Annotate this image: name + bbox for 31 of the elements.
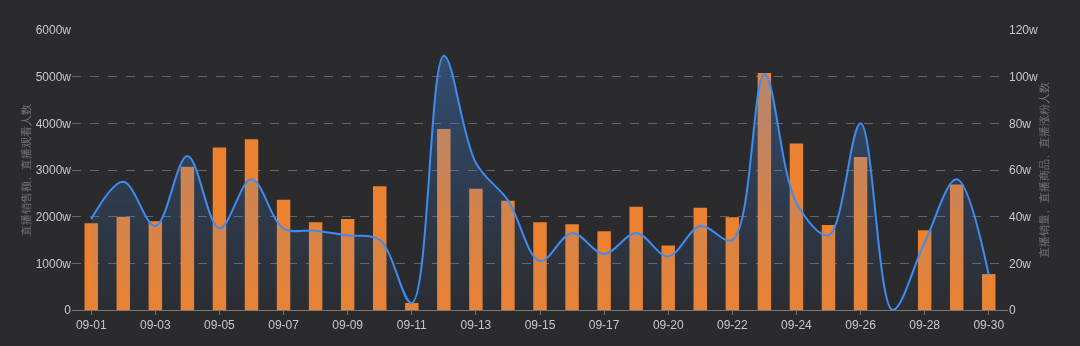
y2-tick-label: 40w (1009, 209, 1032, 224)
y-tick-label: 1000w (35, 256, 72, 271)
x-tick-label: 09-17 (588, 318, 620, 333)
y-tick-label: 6000w (35, 23, 72, 38)
y2-tick-label: 100w (1009, 69, 1039, 84)
y2-tick-label: 120w (1009, 23, 1039, 38)
x-tick-label: 09-28 (909, 318, 941, 333)
x-tick-label: 09-03 (139, 318, 172, 333)
x-tick-label: 09-09 (332, 318, 364, 333)
x-tick-label: 09-01 (75, 318, 107, 333)
y-axis-title: 直播销售额、直播观看人数 (20, 104, 33, 236)
x-tick-label: 09-20 (652, 318, 684, 333)
x-tick-label: 09-05 (204, 318, 236, 333)
y-tick-label: 0 (64, 303, 72, 318)
x-tick-label: 09-30 (973, 318, 1005, 333)
x-tick-label: 09-24 (781, 318, 813, 333)
y-tick-label: 5000w (35, 69, 72, 84)
x-tick-label: 09-13 (460, 318, 492, 333)
y-tick-label: 3000w (35, 163, 72, 178)
y2-tick-label: 60w (1009, 163, 1032, 178)
y2-tick-label: 0 (1009, 303, 1016, 318)
y2-tick-label: 80w (1009, 116, 1032, 131)
y2-axis-title: 直播销量、直播商品、直播涨粉人数 (1038, 82, 1051, 258)
y-tick-label: 2000w (35, 209, 72, 224)
x-tick-label: 09-11 (396, 318, 427, 333)
y2-tick-label: 20w (1009, 256, 1032, 271)
y-tick-label: 4000w (35, 116, 72, 131)
x-tick-label: 09-26 (845, 318, 877, 333)
x-tick-label: 09-22 (716, 318, 748, 333)
x-tick-label: 09-15 (524, 318, 556, 333)
x-tick-label: 09-07 (268, 318, 300, 333)
